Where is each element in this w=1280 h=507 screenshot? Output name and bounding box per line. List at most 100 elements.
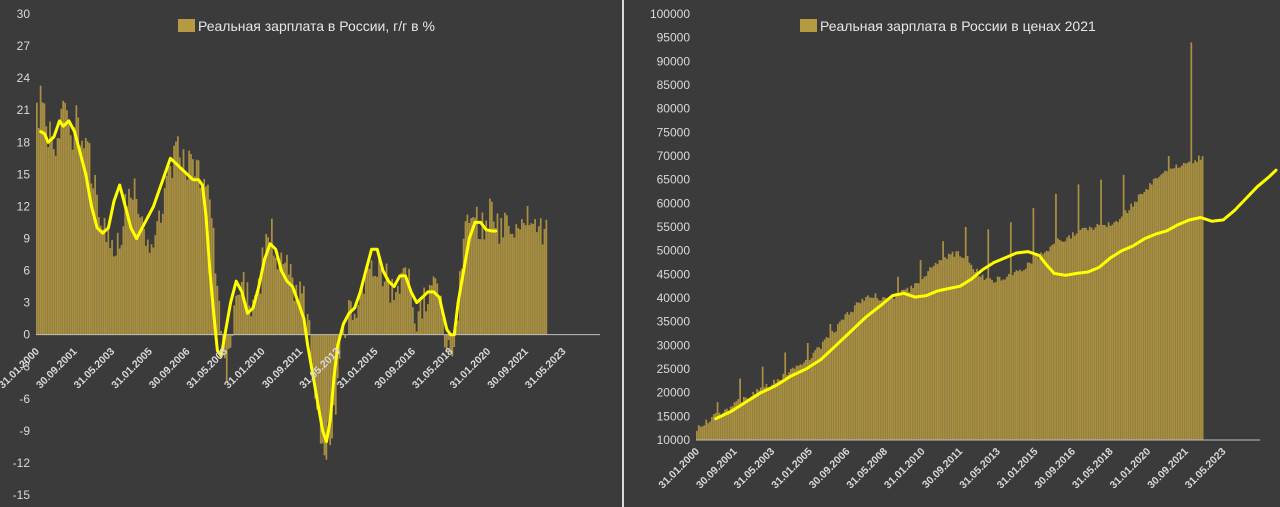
level-ytick-label: 40000 <box>657 291 691 305</box>
level-bar <box>1064 241 1067 440</box>
yoy-bar <box>506 215 508 335</box>
level-bar <box>1045 250 1048 440</box>
yoy-bar <box>498 243 501 335</box>
yoy-bar <box>58 138 61 335</box>
yoy-bar <box>522 223 525 335</box>
level-bar <box>1062 241 1065 440</box>
level-bar <box>902 289 905 440</box>
yoy-bar <box>212 227 215 335</box>
yoy-bar <box>366 263 369 335</box>
panel-divider <box>622 0 624 507</box>
level-bar <box>727 410 730 440</box>
level-bar <box>1098 224 1101 440</box>
level-bar <box>1113 222 1116 440</box>
yoy-bar <box>177 136 179 335</box>
level-bar <box>1085 227 1087 440</box>
yoy-bar <box>387 277 390 335</box>
level-bar <box>970 264 973 440</box>
level-bar <box>1096 223 1099 440</box>
yoy-bar <box>351 319 354 335</box>
yoy-ytick-label: 21 <box>17 103 31 117</box>
yoy-bar <box>239 294 241 335</box>
yoy-bar <box>73 127 76 335</box>
yoy-bar <box>69 135 72 335</box>
level-bar <box>947 253 950 440</box>
level-bar <box>968 262 971 440</box>
level-bar <box>718 412 721 440</box>
yoy-bar <box>293 300 296 335</box>
yoy-bar <box>182 149 185 335</box>
level-bar <box>1201 156 1204 440</box>
level-bar <box>1141 194 1144 440</box>
yoy-bar <box>143 228 145 335</box>
level-bar <box>1103 225 1106 440</box>
level-bar <box>1015 270 1018 440</box>
level-legend-swatch <box>800 19 817 32</box>
yoy-bar <box>101 229 104 335</box>
yoy-ytick-label: 0 <box>23 328 30 342</box>
yoy-bar <box>297 302 300 335</box>
level-bar <box>1130 203 1133 440</box>
yoy-bar <box>99 225 102 335</box>
yoy-bar <box>363 293 365 335</box>
level-bar <box>957 251 960 440</box>
yoy-bar <box>427 304 429 335</box>
level-bar <box>951 251 954 440</box>
level-bar <box>1194 160 1196 440</box>
level-bar <box>788 372 790 440</box>
yoy-bar <box>167 163 170 335</box>
level-bar <box>985 278 988 440</box>
level-bar <box>1072 232 1074 440</box>
level-bar <box>748 397 751 440</box>
yoy-bar <box>472 217 474 335</box>
level-bar <box>733 402 736 440</box>
level-bar <box>1058 240 1061 440</box>
level-bar <box>741 402 743 440</box>
yoy-bar <box>507 225 510 335</box>
yoy-chart-svg: 302724211815129630-3-6-9-12-1531.01.2000… <box>0 7 600 502</box>
level-bar <box>853 305 856 440</box>
level-bar <box>987 229 990 440</box>
yoy-bar <box>475 206 478 335</box>
yoy-bar <box>545 219 548 335</box>
level-bar <box>938 260 941 440</box>
yoy-bar <box>378 254 380 335</box>
yoy-bar <box>244 306 247 335</box>
yoy-bar <box>318 334 320 410</box>
level-bar <box>923 276 926 440</box>
level-bar <box>989 278 992 440</box>
yoy-bar <box>524 225 527 335</box>
yoy-bar <box>412 307 414 335</box>
level-bar <box>1111 224 1114 440</box>
level-bar <box>759 387 762 440</box>
yoy-bar <box>190 154 192 335</box>
yoy-bar <box>214 273 217 335</box>
yoy-bar <box>165 175 168 335</box>
yoy-bar <box>43 103 46 335</box>
level-bar <box>1043 252 1046 440</box>
yoy-bar <box>286 254 288 335</box>
yoy-bar <box>368 268 371 335</box>
level-bar <box>1158 176 1161 440</box>
level-bar <box>829 324 832 440</box>
yoy-bar <box>197 160 200 335</box>
yoy-bar <box>205 186 207 335</box>
level-bar <box>974 272 976 440</box>
yoy-bar <box>519 229 521 335</box>
yoy-bar <box>41 102 44 335</box>
level-bar <box>1021 271 1023 440</box>
yoy-bar <box>492 221 495 335</box>
level-bar <box>1167 156 1170 440</box>
yoy-bar <box>526 206 529 335</box>
yoy-bar <box>406 281 409 335</box>
level-bar <box>910 285 913 440</box>
yoy-bar <box>54 155 57 335</box>
level-bar <box>927 271 929 440</box>
yoy-ytick-label: -15 <box>13 488 31 502</box>
yoy-bar <box>124 193 127 335</box>
level-bar <box>1081 228 1084 440</box>
level-bar <box>805 359 807 440</box>
level-bar <box>833 332 835 440</box>
level-bar <box>722 412 725 440</box>
yoy-bar <box>349 301 352 335</box>
